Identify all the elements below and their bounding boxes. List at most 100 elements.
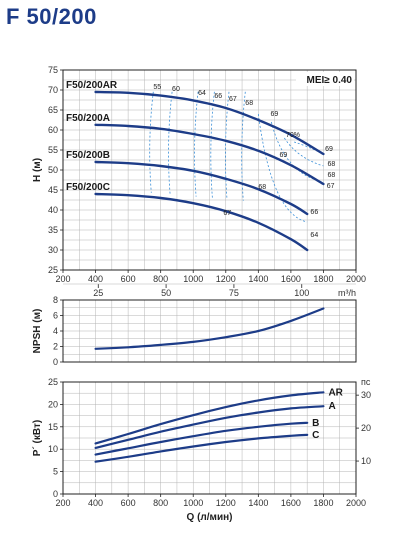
efficiency-contour [284, 137, 324, 167]
head-ytick-label: 60 [48, 125, 58, 135]
efficiency-label: 69 [325, 146, 333, 153]
power-series-line [94, 405, 325, 449]
power-xtick-label: 1200 [216, 498, 236, 508]
mei-box [296, 72, 354, 86]
power-xtick-label: 1400 [248, 498, 268, 508]
efficiency-isoline [168, 91, 173, 195]
power-series-label: AR [328, 387, 343, 398]
head-ytick-label: 75 [48, 65, 58, 75]
power-xtick-label: 1800 [313, 498, 333, 508]
power-ytick-label: 5 [53, 467, 58, 477]
head-x2-tick-label: 100 [294, 288, 309, 298]
mei-label: MEI≥ 0.40 [306, 75, 352, 86]
power-xtick-label: 600 [121, 498, 136, 508]
power-plot-frame [62, 381, 357, 495]
efficiency-label: 68 [328, 161, 336, 168]
head-xtick-label: 400 [88, 274, 103, 284]
npsh-series-line [94, 307, 325, 350]
power-xtick-label: 2000 [346, 498, 366, 508]
power-ytick-label: 0 [53, 489, 58, 499]
head-series-line [94, 160, 309, 216]
head-series-line [94, 192, 309, 252]
head-x2-tick-label: 50 [161, 288, 171, 298]
power-xtick-label: 200 [55, 498, 70, 508]
head-y-axis-label: H (м) [32, 158, 43, 182]
efficiency-label: 69 [271, 111, 279, 118]
efficiency-label: 67 [223, 210, 231, 217]
head-xtick-label: 800 [153, 274, 168, 284]
head-series-label: F50/200B [66, 150, 110, 161]
npsh-ytick-label: 0 [53, 357, 58, 367]
npsh-ytick-label: 6 [53, 311, 58, 321]
head-xtick-label: 1600 [281, 274, 301, 284]
head-ytick-label: 40 [48, 205, 58, 215]
head-xtick-label: 1200 [216, 274, 236, 284]
head-ytick-label: 65 [48, 105, 58, 115]
power-y2-tick-label: 10 [361, 456, 371, 466]
efficiency-label: 64 [198, 90, 206, 97]
power-ytick-label: 20 [48, 399, 58, 409]
head-xtick-label: 200 [55, 274, 70, 284]
head-ytick-label: 55 [48, 145, 58, 155]
efficiency-isoline [194, 91, 199, 197]
power-ytick-label: 15 [48, 422, 58, 432]
head-ytick-label: 30 [48, 245, 58, 255]
efficiency-label: 55 [153, 84, 161, 91]
page-title: F 50/200 [6, 4, 97, 29]
efficiency-label: 60 [172, 86, 180, 93]
head-ytick-label: 70 [48, 85, 58, 95]
power-series-label: B [312, 418, 319, 429]
head-ytick-label: 35 [48, 225, 58, 235]
power-y2-unit: пс [361, 377, 371, 387]
efficiency-label: 68 [328, 172, 336, 179]
head-series-label: F50/200AR [66, 80, 118, 91]
power-ytick-label: 10 [48, 444, 58, 454]
npsh-ytick-label: 2 [53, 342, 58, 352]
power-series-line [94, 421, 309, 456]
efficiency-label: 64 [310, 232, 318, 239]
power-series-label: A [328, 401, 335, 412]
efficiency-isoline [149, 91, 154, 193]
efficiency-isoline [210, 91, 215, 199]
power-ytick-label: 25 [48, 377, 58, 387]
power-series-line [94, 391, 325, 445]
power-y2-tick-label: 30 [361, 390, 371, 400]
head-xtick-label: 2000 [346, 274, 366, 284]
head-x2-tick-label: 25 [93, 288, 103, 298]
power-y2-tick-label: 20 [361, 423, 371, 433]
efficiency-label: 68 [245, 100, 253, 107]
head-x2-unit: m³/h [338, 288, 356, 298]
power-y-axis-label: P´ (кВт) [32, 420, 43, 456]
power-xtick-label: 400 [88, 498, 103, 508]
efficiency-label: 69 [279, 152, 287, 159]
npsh-y-axis-label: NPSH (м) [32, 309, 43, 354]
efficiency-label: 66 [310, 209, 318, 216]
head-xtick-label: 1400 [248, 274, 268, 284]
efficiency-isoline [241, 91, 246, 201]
head-series-line [94, 123, 325, 186]
npsh-ytick-label: 4 [53, 326, 58, 336]
head-xtick-label: 1000 [183, 274, 203, 284]
npsh-ytick-label: 8 [53, 295, 58, 305]
head-ytick-label: 25 [48, 265, 58, 275]
head-xtick-label: 1800 [313, 274, 333, 284]
power-series-line [94, 433, 309, 463]
efficiency-isoline [225, 91, 230, 200]
efficiency-label: 67 [327, 183, 335, 190]
efficiency-label: 67 [229, 96, 237, 103]
head-ytick-label: 45 [48, 185, 58, 195]
efficiency-contour [257, 113, 308, 223]
power-xtick-label: 1000 [183, 498, 203, 508]
head-series-label: F50/200A [66, 113, 110, 124]
power-x-axis-label: Q (л/мин) [187, 512, 233, 523]
power-xtick-label: 800 [153, 498, 168, 508]
efficiency-label: 68 [258, 184, 266, 191]
power-xtick-label: 1600 [281, 498, 301, 508]
head-series-label: F50/200C [66, 182, 110, 193]
power-series-label: C [312, 430, 319, 441]
head-xtick-label: 600 [121, 274, 136, 284]
head-x2-tick-label: 75 [229, 288, 239, 298]
head-ytick-label: 50 [48, 165, 58, 175]
